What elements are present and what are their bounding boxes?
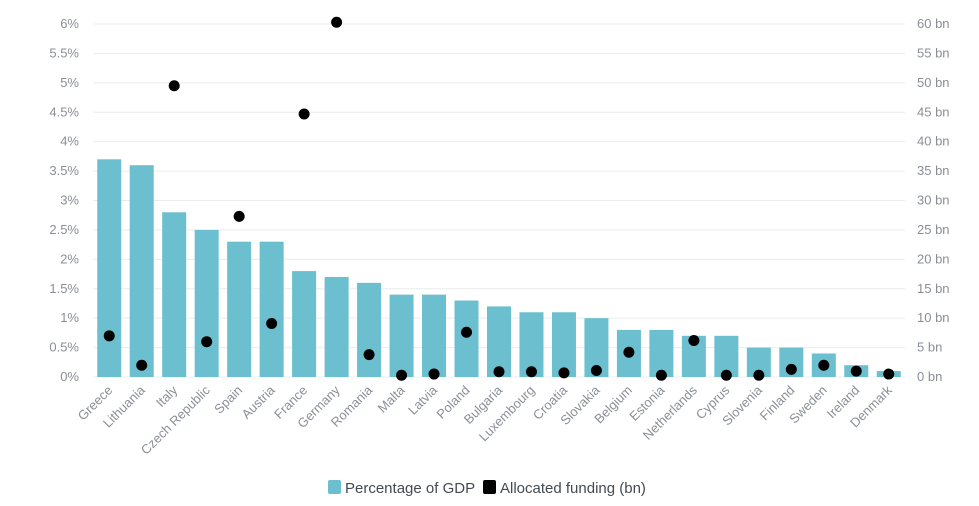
bar[interactable] [162, 212, 187, 377]
right-tick-label: 45 bn [917, 104, 950, 119]
bar[interactable] [389, 294, 414, 377]
point[interactable] [103, 330, 115, 342]
bar[interactable] [551, 312, 576, 377]
point[interactable] [655, 369, 667, 381]
legend-label-funding: Allocated funding (bn) [500, 480, 646, 497]
bar[interactable] [454, 300, 479, 377]
bar[interactable] [357, 282, 382, 377]
right-axis-ticks: 0 bn 5 bn 10 bn 15 bn 20 bn 25 bn 30 bn 35 bn 40… [917, 16, 950, 384]
left-tick-label: 5% [60, 75, 79, 90]
point[interactable] [233, 210, 245, 222]
point[interactable] [785, 363, 797, 375]
right-tick-label: 55 bn [917, 45, 950, 60]
x-tick-label: Italy [153, 382, 181, 410]
left-axis-ticks: 0% 0.5% 1% 1.5% 2% 2.5% 3% 3.5% 4% 4.5% 5% 5.5% 6% [49, 16, 79, 384]
left-tick-label: 1.5% [49, 281, 79, 296]
right-tick-label: 35 bn [917, 163, 950, 178]
point[interactable] [623, 346, 635, 358]
bar[interactable] [97, 159, 122, 377]
point[interactable] [428, 368, 440, 380]
right-tick-label: 60 bn [917, 16, 950, 31]
right-tick-label: 30 bn [917, 193, 950, 208]
bar[interactable] [422, 294, 447, 377]
point[interactable] [850, 365, 862, 377]
point[interactable] [883, 368, 895, 380]
legend-swatch-gdp [328, 480, 341, 494]
right-tick-label: 25 bn [917, 222, 950, 237]
point[interactable] [201, 336, 213, 348]
point[interactable] [331, 16, 343, 28]
left-tick-label: 3% [60, 193, 79, 208]
bar[interactable] [487, 306, 511, 377]
legend-item-gdp[interactable]: Percentage of GDP [328, 480, 475, 497]
point[interactable] [818, 359, 830, 371]
point[interactable] [461, 326, 473, 338]
bar[interactable] [649, 329, 674, 377]
left-tick-label: 4% [60, 134, 79, 149]
bar[interactable] [324, 276, 349, 377]
bar[interactable] [259, 241, 284, 377]
point[interactable] [720, 369, 732, 381]
legend: Percentage of GDP Allocated funding (bn) [328, 480, 646, 497]
point[interactable] [688, 335, 700, 347]
left-tick-label: 0% [60, 369, 79, 384]
bar[interactable] [129, 165, 154, 377]
left-tick-label: 0.5% [49, 340, 79, 355]
legend-item-funding[interactable]: Allocated funding (bn) [483, 480, 646, 497]
left-tick-label: 2% [60, 251, 79, 266]
point[interactable] [396, 369, 408, 381]
point[interactable] [558, 367, 570, 379]
right-tick-label: 15 bn [917, 281, 950, 296]
left-tick-label: 3.5% [49, 163, 79, 178]
right-tick-label: 40 bn [917, 134, 950, 149]
point[interactable] [363, 349, 375, 361]
x-tick-label: Austria [239, 382, 279, 422]
left-tick-label: 5.5% [49, 45, 79, 60]
right-tick-label: 20 bn [917, 251, 950, 266]
bar[interactable] [292, 271, 317, 377]
point[interactable] [753, 369, 765, 381]
point[interactable] [525, 366, 537, 378]
point[interactable] [590, 365, 602, 377]
left-tick-label: 2.5% [49, 222, 79, 237]
points [103, 16, 895, 381]
point[interactable] [298, 108, 310, 120]
bars [97, 159, 901, 377]
bar[interactable] [194, 229, 219, 377]
point[interactable] [493, 366, 505, 378]
legend-label-gdp: Percentage of GDP [345, 480, 475, 497]
left-tick-label: 6% [60, 16, 79, 31]
point[interactable] [266, 317, 278, 329]
right-tick-label: 5 bn [917, 340, 942, 355]
x-tick-label: Malta [375, 382, 409, 416]
legend-swatch-funding [483, 480, 496, 494]
point[interactable] [136, 359, 148, 371]
right-tick-label: 50 bn [917, 75, 950, 90]
point[interactable] [168, 80, 180, 92]
left-tick-label: 4.5% [49, 104, 79, 119]
bar[interactable] [227, 241, 252, 377]
right-tick-label: 10 bn [917, 310, 950, 325]
right-tick-label: 0 bn [917, 369, 942, 384]
left-tick-label: 1% [60, 310, 79, 325]
